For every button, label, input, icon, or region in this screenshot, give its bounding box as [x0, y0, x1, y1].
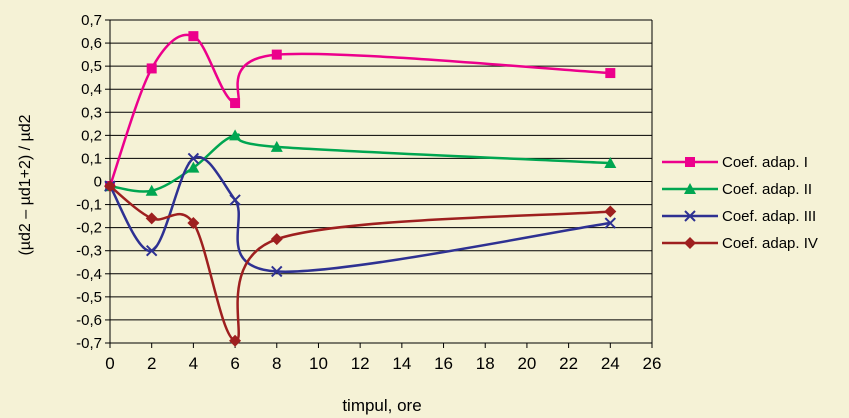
- data-point: [145, 245, 158, 257]
- y-tick-label: -0,1: [76, 197, 102, 214]
- x-tick-label: 24: [601, 354, 620, 373]
- data-point: [271, 265, 283, 278]
- y-tick-label: 0,1: [81, 150, 102, 167]
- data-point: [146, 63, 157, 74]
- data-point: [229, 194, 241, 206]
- legend-marker: [684, 210, 696, 222]
- legend-marker: [684, 183, 696, 194]
- y-tick-labels: 0,7 0,6 0,5 0,4 0,3 0,2 0,1 0 -0,1 -0,2 -0,3 -0,4 -0…: [76, 12, 102, 352]
- y-tick-label: -0,6: [76, 312, 102, 329]
- x-tick-label: 14: [392, 354, 411, 373]
- x-tick-label: 20: [517, 354, 536, 373]
- data-point: [187, 161, 200, 173]
- series-layer: [104, 31, 617, 347]
- legend-label: Coef. adap. III: [722, 208, 816, 225]
- y-tick-label: -0,3: [76, 243, 102, 260]
- y-tick-label: -0,2: [76, 220, 102, 237]
- legend-label: Coef. adap. IV: [722, 235, 818, 252]
- data-point: [604, 157, 617, 169]
- x-tick-label: 2: [147, 354, 156, 373]
- data-point: [605, 68, 616, 79]
- y-tick-label: 0,4: [81, 81, 102, 98]
- data-point: [187, 217, 200, 230]
- data-point: [271, 49, 282, 60]
- x-tick-label: 0: [105, 354, 114, 373]
- y-tick-label: 0,5: [81, 58, 102, 75]
- legend-marker: [685, 157, 695, 167]
- x-tick-label: 22: [559, 354, 578, 373]
- y-tick-label: 0,7: [81, 12, 102, 29]
- x-tick-label: 26: [643, 354, 662, 373]
- data-point: [604, 205, 617, 218]
- y-tick-label: 0: [94, 174, 102, 191]
- x-tick-label: 6: [230, 354, 239, 373]
- y-tick-label: 0,3: [81, 104, 102, 121]
- data-point: [229, 334, 242, 347]
- x-axis-label: timpul, ore: [342, 396, 421, 415]
- y-tick-label: 0,6: [81, 35, 102, 52]
- y-axis-label: (µd2 – µd1+2) / µd2: [17, 114, 34, 255]
- x-tick-label: 4: [189, 354, 198, 373]
- y-tick-label: -0,4: [76, 266, 102, 283]
- data-point: [270, 140, 283, 152]
- legend-label: Coef. adap. I: [722, 154, 808, 171]
- data-point: [270, 233, 283, 246]
- x-tick-labels: 0 2 4 6 8 10 12 14 16 18 20 22 24 26: [105, 354, 661, 373]
- data-point: [229, 129, 242, 141]
- x-tick-label: 12: [351, 354, 370, 373]
- y-tick-label: -0,7: [76, 335, 102, 352]
- x-tick-label: 8: [272, 354, 281, 373]
- y-tick-label: 0,2: [81, 127, 102, 144]
- legend: Coef. adap. I Coef. adap. II Coef. adap. I…: [662, 154, 818, 252]
- data-point: [145, 184, 158, 196]
- data-point: [187, 152, 200, 165]
- x-tick-label: 18: [476, 354, 495, 373]
- x-tick-label: 10: [309, 354, 328, 373]
- x-tick-label: 16: [434, 354, 453, 373]
- data-point: [604, 217, 617, 229]
- legend-marker: [684, 237, 696, 249]
- legend-label: Coef. adap. II: [722, 181, 812, 198]
- data-point: [188, 31, 199, 42]
- data-point: [104, 180, 116, 193]
- data-point: [230, 98, 241, 109]
- y-tick-label: -0,5: [76, 289, 102, 306]
- data-point: [145, 212, 158, 225]
